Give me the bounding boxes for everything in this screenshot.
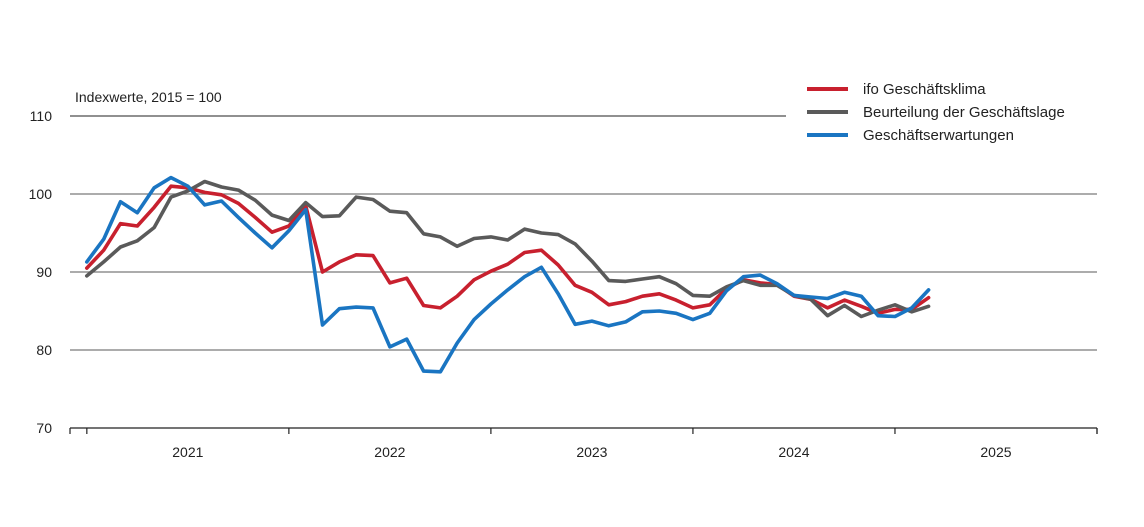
legend-label: Geschäftserwartungen	[863, 127, 1014, 144]
series-lines	[85, 175, 931, 374]
y-tick-label: 100	[29, 186, 53, 202]
y-tick-label: 90	[36, 264, 52, 280]
y-tick-label: 110	[30, 108, 53, 124]
y-axis: 70 80 90 100 110	[29, 108, 53, 436]
legend-label: Beurteilung der Geschäftslage	[863, 104, 1065, 121]
y-tick-label: 80	[36, 342, 52, 358]
note-background	[70, 85, 786, 115]
x-tick-label: 2024	[778, 444, 809, 460]
x-tick-label: 2025	[980, 444, 1011, 460]
series-line	[85, 184, 931, 316]
x-tick-label: 2021	[172, 444, 203, 460]
x-axis: 2021 2022 2023 2024 2025	[69, 427, 1098, 460]
index-note: Indexwerte, 2015 = 100	[75, 89, 222, 105]
series-line	[85, 175, 931, 374]
legend: ifo Geschäftsklima Beurteilung der Geschä…	[807, 81, 1065, 144]
x-tick-label: 2022	[374, 444, 405, 460]
legend-label: ifo Geschäftsklima	[863, 81, 986, 98]
y-tick-label: 70	[36, 420, 52, 436]
x-tick-label: 2023	[576, 444, 607, 460]
gridlines	[70, 193, 1097, 351]
